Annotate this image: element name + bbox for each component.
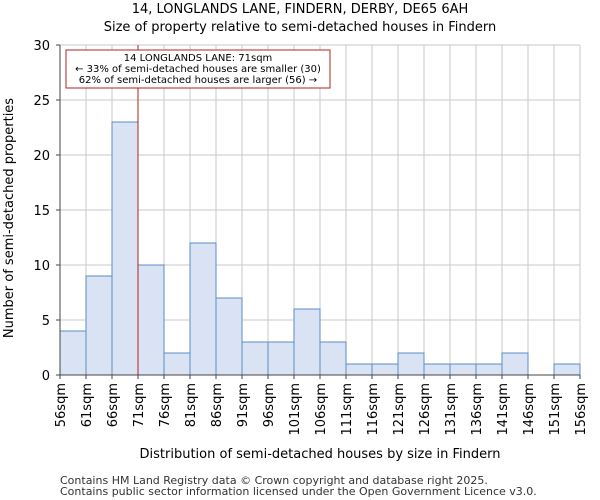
x-tick-label: 131sqm bbox=[444, 383, 459, 436]
y-tick-label: 25 bbox=[33, 94, 50, 109]
x-tick-label: 86sqm bbox=[210, 383, 225, 427]
x-tick-label: 76sqm bbox=[158, 383, 173, 427]
x-tick-label: 56sqm bbox=[54, 383, 69, 427]
x-tick-label: 116sqm bbox=[366, 383, 381, 436]
x-tick-label: 126sqm bbox=[418, 383, 433, 436]
annotation-text: ← 33% of semi-detached houses are smalle… bbox=[75, 64, 321, 75]
chart-title: 14, LONGLANDS LANE, FINDERN, DERBY, DE65… bbox=[131, 2, 469, 17]
y-tick-label: 15 bbox=[33, 204, 50, 219]
histogram-bar bbox=[163, 352, 191, 376]
x-tick-label: 106sqm bbox=[314, 383, 329, 436]
x-axis-title: Distribution of semi-detached houses by … bbox=[140, 447, 501, 462]
histogram-bar bbox=[137, 264, 165, 376]
x-tick-label: 141sqm bbox=[496, 383, 511, 436]
histogram-bar bbox=[85, 275, 113, 376]
histogram-bar bbox=[423, 363, 451, 376]
x-tick-label: 66sqm bbox=[106, 383, 121, 427]
histogram-bar bbox=[111, 121, 139, 376]
x-tick-label: 146sqm bbox=[522, 383, 537, 436]
histogram-bar bbox=[371, 363, 399, 376]
y-tick-label: 10 bbox=[33, 259, 50, 274]
annotation-box bbox=[65, 49, 331, 89]
histogram-bar bbox=[241, 341, 269, 376]
histogram-bar bbox=[449, 363, 477, 376]
footer-licence: Contains public sector information licen… bbox=[60, 485, 537, 498]
histogram-bar bbox=[501, 352, 529, 376]
x-tick-label: 111sqm bbox=[340, 383, 355, 436]
footer-copyright: Contains HM Land Registry data © Crown c… bbox=[60, 474, 488, 487]
x-tick-label: 91sqm bbox=[236, 383, 251, 427]
y-tick-label: 0 bbox=[42, 369, 50, 384]
histogram-bar bbox=[189, 242, 217, 376]
annotation-text: 14 LONGLANDS LANE: 71sqm bbox=[124, 53, 273, 64]
x-tick-label: 101sqm bbox=[288, 383, 303, 436]
y-tick-label: 30 bbox=[33, 39, 50, 54]
x-tick-label: 71sqm bbox=[132, 383, 147, 427]
x-tick-label: 96sqm bbox=[262, 383, 277, 427]
chart-subtitle: Size of property relative to semi-detach… bbox=[103, 20, 497, 35]
histogram-bar bbox=[397, 352, 425, 376]
histogram-bar bbox=[553, 363, 581, 376]
histogram-bar bbox=[319, 341, 347, 376]
y-axis-title: Number of semi-detached properties bbox=[2, 98, 17, 338]
annotation-text: 62% of semi-detached houses are larger (… bbox=[79, 75, 317, 86]
histogram-bar bbox=[59, 330, 87, 376]
histogram-bar bbox=[267, 341, 295, 376]
y-tick-label: 5 bbox=[42, 314, 50, 329]
x-tick-label: 61sqm bbox=[80, 383, 95, 427]
x-tick-label: 136sqm bbox=[470, 383, 485, 436]
x-tick-label: 81sqm bbox=[184, 383, 199, 427]
histogram-bar bbox=[345, 363, 373, 376]
x-tick-label: 151sqm bbox=[548, 383, 563, 436]
y-tick-label: 20 bbox=[33, 149, 50, 164]
histogram-bar bbox=[215, 297, 243, 376]
histogram-bar bbox=[293, 308, 321, 376]
histogram-bar bbox=[475, 363, 503, 376]
x-tick-label: 156sqm bbox=[574, 383, 589, 436]
x-tick-label: 121sqm bbox=[392, 383, 407, 436]
